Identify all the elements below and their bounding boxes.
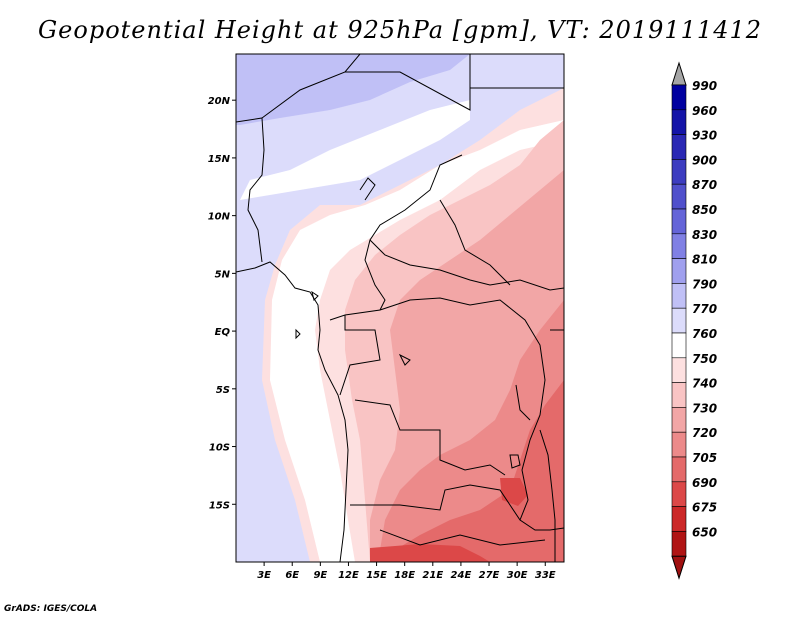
lat-tick-label: 15N: [208, 154, 231, 165]
geopotential-map-figure: 20N 15N 10N 5N EQ 5S 10S 15S 3E 6E 9E 12E 15E 18E 21E…: [0, 0, 800, 618]
lon-tick-label: 24E: [451, 570, 472, 581]
colorbar-label: 740: [692, 377, 717, 391]
colorbar-swatch: [672, 482, 686, 507]
lat-tick-label: EQ: [215, 327, 231, 338]
colorbar-label: 730: [692, 401, 717, 415]
lon-tick-label: 27E: [479, 570, 500, 581]
colorbar-swatch: [672, 531, 686, 556]
colorbar-label: 990: [692, 79, 717, 93]
colorbar-swatch: [672, 383, 686, 408]
colorbar-label: 850: [692, 203, 717, 217]
colorbar-label: 705: [692, 451, 717, 465]
colorbar-swatch: [672, 85, 686, 110]
grads-credit: GrADS: IGES/COLA: [4, 604, 97, 614]
colorbar-label: 960: [692, 104, 717, 118]
colorbar-label: 720: [692, 426, 717, 440]
lon-tick-label: 30E: [507, 570, 528, 581]
colorbar-top-arrow: [672, 63, 686, 85]
colorbar-swatch: [672, 159, 686, 184]
colorbar-label: 750: [692, 352, 717, 366]
colorbar-swatch: [672, 358, 686, 383]
colorbar-label: 900: [692, 153, 717, 167]
colorbar-bottom-arrow: [672, 556, 686, 578]
colorbar-swatch: [672, 209, 686, 234]
lon-tick-label: 6E: [285, 570, 299, 581]
colorbar-label: 870: [692, 178, 717, 192]
colorbar-label: 930: [692, 129, 717, 143]
lon-tick-label: 21E: [422, 570, 443, 581]
lat-tick-label: 20N: [208, 96, 231, 107]
colorbar-label: 650: [692, 525, 717, 539]
lon-tick-label: 9E: [313, 570, 327, 581]
colorbar-label: 760: [692, 327, 717, 341]
lat-tick-label: 10N: [208, 212, 231, 223]
colorbar-swatch: [672, 110, 686, 135]
colorbar-swatch: [672, 333, 686, 358]
colorbar-swatch: [672, 407, 686, 432]
colorbar-swatch: [672, 234, 686, 259]
latitude-axis: 20N 15N 10N 5N EQ 5S 10S 15S: [208, 96, 236, 511]
colorbar-label: 690: [692, 476, 717, 490]
lon-tick-label: 3E: [257, 570, 271, 581]
lat-tick-label: 10S: [209, 443, 230, 454]
colorbar-swatch: [672, 432, 686, 457]
lat-tick-label: 5N: [215, 269, 231, 280]
colorbar-label: 675: [692, 501, 717, 515]
colorbar-swatch: [672, 283, 686, 308]
longitude-axis: 3E 6E 9E 12E 15E 18E 21E 24E 27E 30E 33E: [257, 562, 556, 581]
lon-tick-label: 33E: [535, 570, 556, 581]
colorbar-swatch: [672, 507, 686, 532]
colorbar-swatch: [672, 308, 686, 333]
colorbar-label: 790: [692, 277, 717, 291]
lat-tick-label: 5S: [216, 385, 230, 396]
lon-tick-label: 18E: [394, 570, 415, 581]
colorbar-label: 770: [692, 302, 717, 316]
lon-tick-label: 12E: [338, 570, 359, 581]
field-shading: [236, 54, 600, 562]
colorbar-swatch: [672, 259, 686, 284]
colorbar-swatch: [672, 457, 686, 482]
colorbar-label: 810: [692, 253, 717, 267]
colorbar: 990 960 930 900 870 850 830 810 790 770 760 750 740 7…: [672, 63, 717, 578]
colorbar-swatch: [672, 184, 686, 209]
colorbar-label: 830: [692, 228, 717, 242]
lon-tick-label: 15E: [366, 570, 387, 581]
colorbar-swatch: [672, 135, 686, 160]
lat-tick-label: 15S: [209, 500, 230, 511]
